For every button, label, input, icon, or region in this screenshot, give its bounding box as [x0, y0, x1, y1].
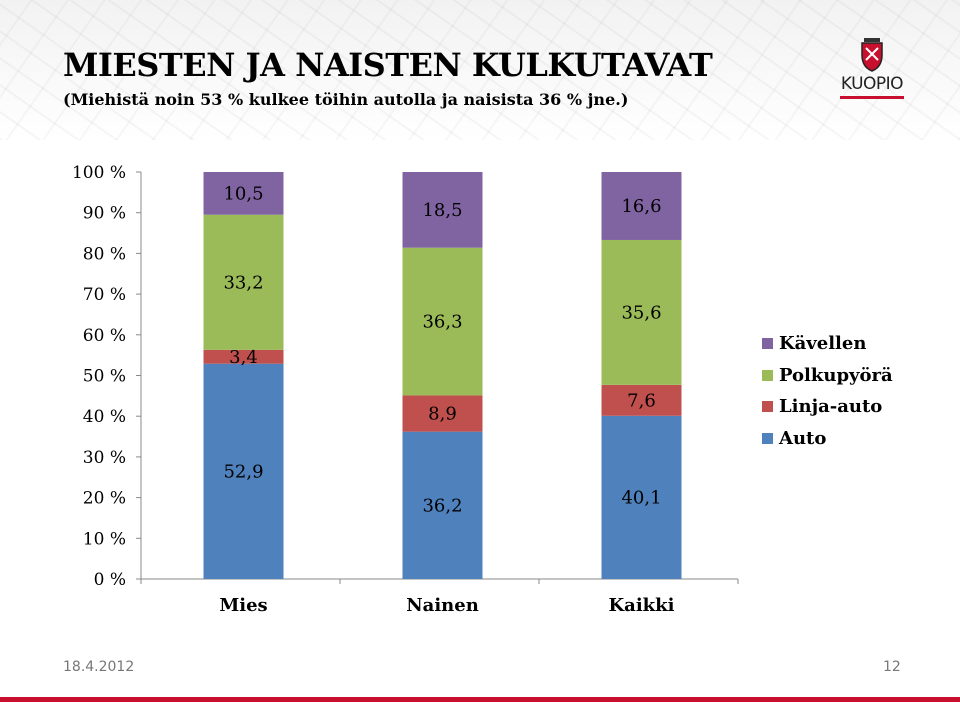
legend-label: Auto: [779, 427, 827, 449]
y-tick-label: 60 %: [83, 326, 126, 346]
header-background: [0, 0, 960, 140]
bar-segment-auto: [203, 363, 284, 579]
bar-segment-auto: [402, 431, 483, 579]
legend-item: Auto: [762, 423, 893, 455]
data-label: 16,6: [621, 196, 661, 217]
data-label: 35,6: [621, 302, 661, 323]
y-tick-label: 80 %: [83, 244, 126, 264]
bar-segment-k-vellen: [203, 172, 284, 215]
data-label: 3,4: [229, 347, 258, 368]
y-tick-label: 70 %: [83, 285, 126, 305]
data-label: 10,5: [223, 183, 263, 204]
kuopio-logo: KUOPIO: [836, 36, 908, 102]
y-tick-label: 50 %: [83, 367, 126, 387]
chart-legend: Kävellen Polkupyörä Linja-auto Auto: [762, 328, 893, 454]
logo-underline: [840, 96, 904, 99]
bar-segment-polkupy-r-: [402, 247, 483, 396]
bar-segment-auto: [601, 415, 682, 579]
x-category-label: Nainen: [406, 595, 479, 616]
legend-item: Kävellen: [762, 328, 893, 360]
legend-item: Linja-auto: [762, 391, 893, 423]
data-label: 7,6: [627, 390, 656, 411]
y-tick-label: 10 %: [83, 529, 126, 549]
page-title: MIESTEN JA NAISTEN KULKUTAVAT: [63, 46, 713, 84]
legend-swatch: [762, 338, 773, 350]
legend-swatch: [762, 369, 773, 381]
bar-segment-k-vellen: [402, 172, 483, 248]
legend-item: Polkupyörä: [762, 360, 893, 392]
x-category-label: Mies: [219, 595, 267, 616]
legend-swatch: [762, 401, 773, 413]
data-label: 36,2: [422, 495, 462, 516]
legend-label: Polkupyörä: [779, 364, 893, 386]
bar-segment-polkupy-r-: [203, 214, 284, 350]
data-label: 52,9: [223, 461, 263, 482]
bar-segment-k-vellen: [601, 172, 682, 240]
footer-accent-line: [0, 697, 960, 702]
data-label: 18,5: [422, 200, 462, 221]
stacked-bar-chart: 0 % 10 % 20 % 30 % 40 % 50 % 60 % 70 % 80 % 90 % 1…: [72, 163, 739, 616]
data-label: 36,3: [422, 312, 462, 333]
legend-label: Linja-auto: [779, 396, 883, 418]
legend-label: Kävellen: [779, 333, 867, 355]
y-tick-label: 30 %: [83, 448, 126, 468]
y-tick-label: 40 %: [83, 407, 126, 427]
slide-date: 18.4.2012: [63, 659, 135, 675]
data-label: 40,1: [621, 487, 661, 508]
logo-text: KUOPIO: [840, 74, 904, 94]
data-label: 8,9: [428, 404, 457, 425]
legend-swatch: [762, 432, 773, 444]
y-tick-label: 90 %: [83, 204, 126, 224]
bar-segment-linja-auto: [601, 384, 682, 416]
y-tick-label: 100 %: [72, 163, 126, 183]
coat-of-arms-icon: [861, 38, 883, 72]
bar-segment-polkupy-r-: [601, 239, 682, 385]
page-subtitle: (Miehistä noin 53 % kulkee töihin autoll…: [63, 90, 629, 109]
data-label: 33,2: [223, 272, 263, 293]
y-tick-label: 20 %: [83, 489, 126, 509]
y-tick-label: 0 %: [94, 570, 126, 590]
bar-segment-linja-auto: [203, 349, 284, 364]
x-category-label: Kaikki: [609, 595, 675, 616]
slide-number: 12: [883, 659, 901, 675]
bar-segment-linja-auto: [402, 395, 483, 432]
